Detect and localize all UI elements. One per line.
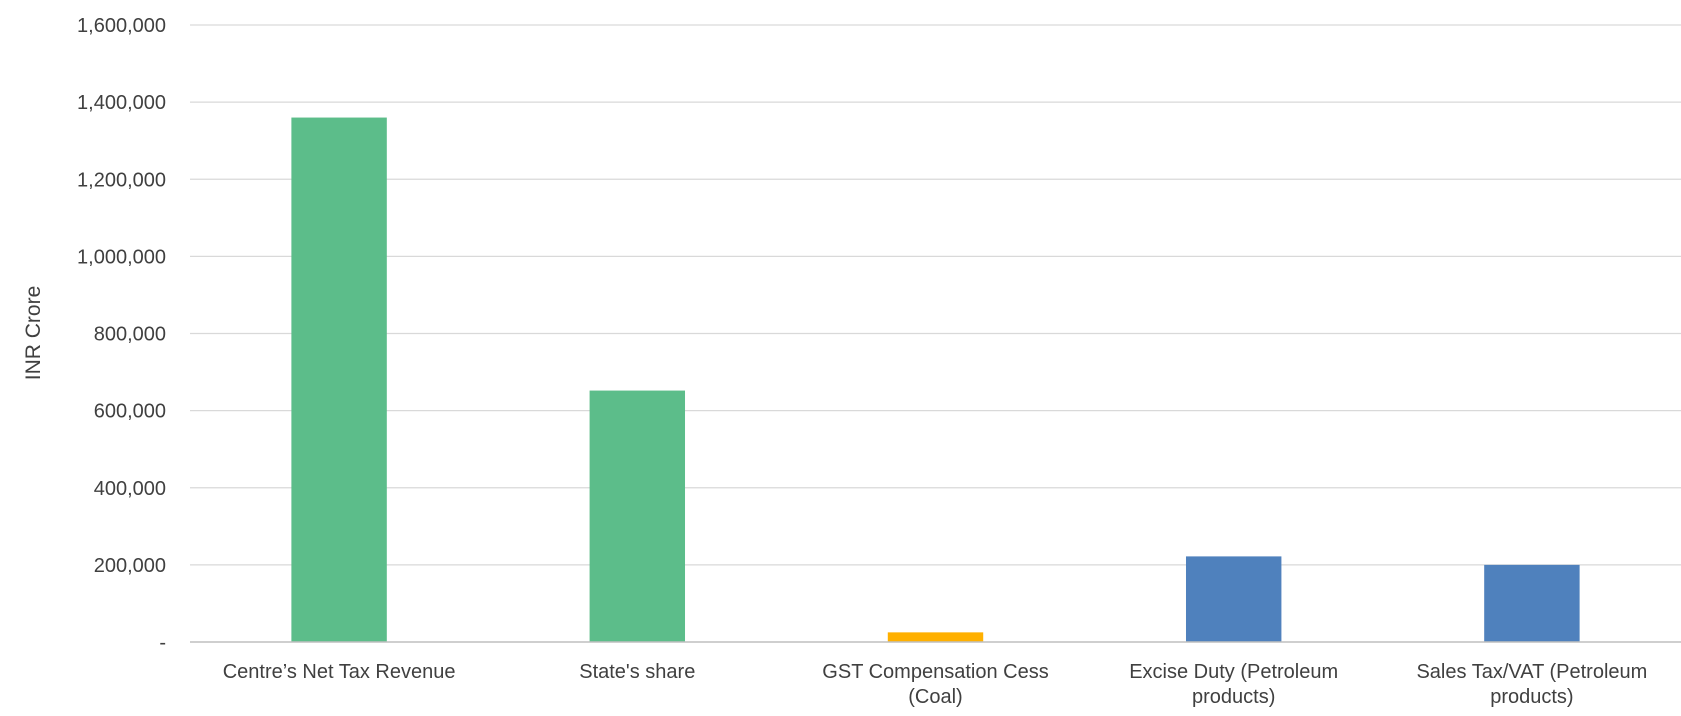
y-tick-label: 800,000 (94, 324, 166, 346)
y-tick-labels: - 200,000 400,000 600,000 800,000 1,000,000 1,… (77, 15, 166, 654)
x-tick-labels: Centre’s Net Tax Revenue State's share GST… (223, 661, 1648, 708)
bar (887, 632, 984, 642)
bars (291, 117, 1580, 643)
y-tick-label: 1,400,000 (77, 92, 166, 114)
y-tick-label: 200,000 (94, 555, 166, 577)
y-axis-label: INR Crore (22, 286, 45, 381)
bar (1484, 564, 1580, 642)
y-tick-label: 1,600,000 (77, 15, 166, 37)
bar (291, 117, 387, 643)
gridlines (190, 24, 1681, 566)
bar (1185, 556, 1282, 642)
x-tick-label: (Coal) (908, 686, 962, 708)
x-tick-label: Excise Duty (Petroleum (1129, 661, 1338, 683)
y-tick-label: 400,000 (94, 478, 166, 500)
y-tick-label: - (159, 632, 166, 654)
x-tick-label: products) (1192, 686, 1275, 708)
y-tick-label: 1,000,000 (77, 246, 166, 268)
bar (589, 390, 686, 642)
x-tick-label: State's share (579, 661, 695, 683)
y-tick-label: 600,000 (94, 401, 166, 423)
y-tick-label: 1,200,000 (77, 169, 166, 191)
x-tick-label: GST Compensation Cess (822, 661, 1048, 683)
x-tick-label: products) (1490, 686, 1573, 708)
x-tick-label: Centre’s Net Tax Revenue (223, 661, 456, 683)
x-tick-label: Sales Tax/VAT (Petroleum (1416, 661, 1647, 683)
